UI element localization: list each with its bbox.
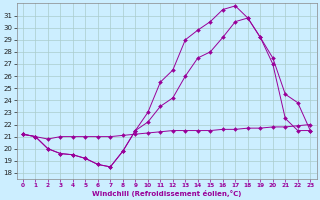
X-axis label: Windchill (Refroidissement éolien,°C): Windchill (Refroidissement éolien,°C) xyxy=(92,190,241,197)
